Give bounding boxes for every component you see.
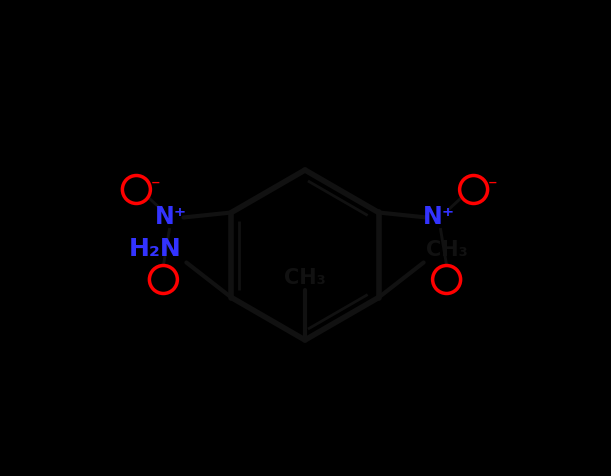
- Text: N⁺: N⁺: [155, 206, 188, 229]
- Text: CH₃: CH₃: [284, 268, 326, 288]
- Text: N⁺: N⁺: [422, 206, 455, 229]
- Text: CH₃: CH₃: [426, 240, 467, 260]
- Text: H₂N: H₂N: [129, 237, 181, 260]
- Text: ⁻: ⁻: [150, 178, 160, 196]
- Text: ⁻: ⁻: [488, 178, 497, 196]
